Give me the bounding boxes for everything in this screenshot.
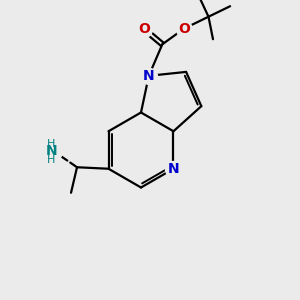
Text: N: N: [168, 162, 179, 176]
Text: O: O: [138, 22, 150, 36]
Text: O: O: [178, 22, 190, 36]
Text: H: H: [47, 139, 56, 149]
Text: N: N: [143, 69, 154, 83]
Text: N: N: [46, 144, 57, 158]
Text: H: H: [47, 155, 56, 165]
